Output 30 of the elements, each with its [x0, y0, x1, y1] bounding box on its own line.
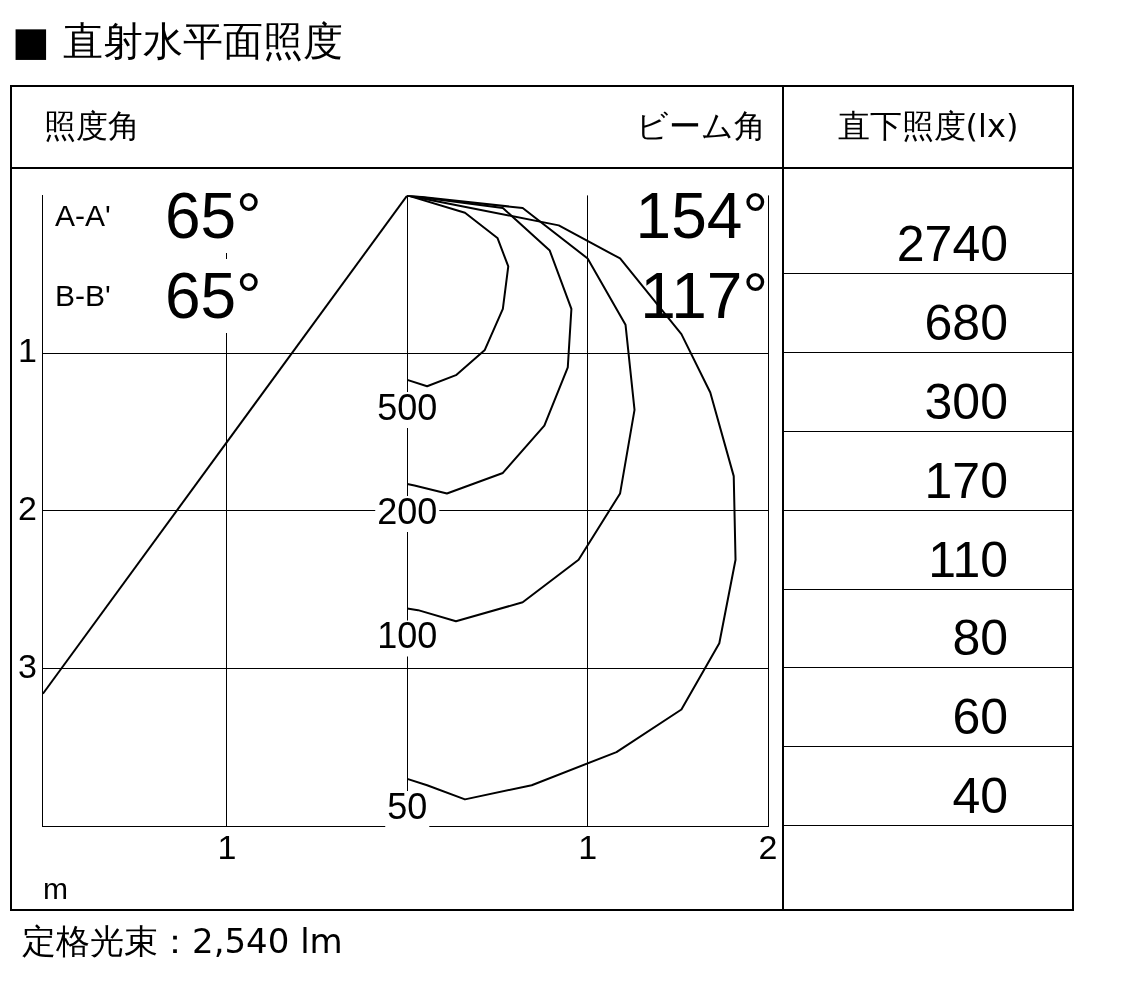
y-tick-label: 3: [17, 646, 37, 685]
series-label: 200: [377, 490, 438, 532]
y-tick-label: 2: [17, 489, 37, 528]
text: 170: [784, 431, 1072, 511]
annotation: A-A': [54, 199, 112, 233]
series-label: 50: [387, 785, 428, 827]
text: 直下照度(lx): [784, 87, 1072, 169]
x-tick-label: 2: [758, 827, 778, 866]
text: 680: [784, 274, 1072, 354]
series-label: 100: [377, 615, 438, 657]
text: 110: [784, 510, 1072, 590]
series-label: 500: [377, 386, 438, 428]
y-tick-label: 1: [17, 331, 37, 370]
text: 定格光束：2,540 lm: [22, 920, 343, 963]
text: 300: [784, 353, 1072, 432]
annotation: 154°: [635, 179, 768, 253]
text: 2740: [784, 195, 1072, 275]
text: ビーム角: [636, 106, 766, 147]
annotation: 65°: [164, 259, 262, 333]
x-tick-label: 1: [578, 827, 598, 866]
annotation: 65°: [164, 179, 262, 253]
annotation: B-B': [54, 279, 112, 313]
annotation: 117°: [640, 259, 768, 333]
text: 60: [784, 668, 1072, 748]
text: 80: [784, 589, 1072, 669]
chart-title: ■ 直射水平面照度: [12, 17, 343, 66]
text: 40: [784, 747, 1072, 827]
x-tick-label: 1: [217, 827, 237, 866]
text: 照度角: [44, 106, 140, 147]
x-axis-title: m: [42, 872, 68, 906]
